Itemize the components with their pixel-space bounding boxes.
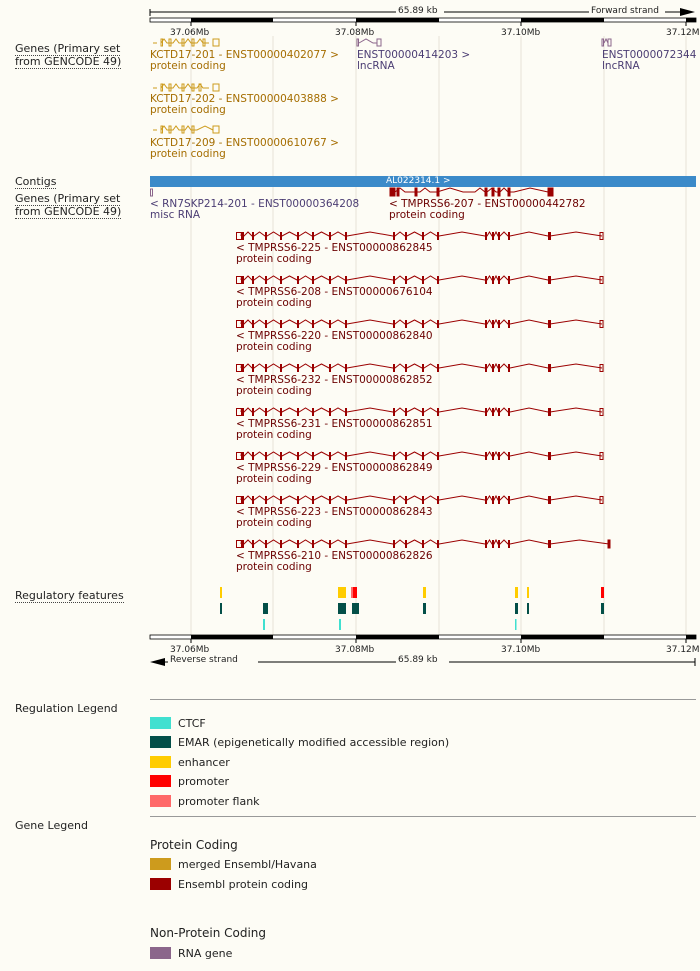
gene-label-kctd17-202[interactable]: KCTD17-202 - ENST00000403888 > protein co… xyxy=(150,94,339,116)
gene-label-tmprss6-232[interactable]: < TMPRSS6-232 - ENST00000862852 protein c… xyxy=(236,375,433,397)
gene-label-lncrna-414203[interactable]: ENST00000414203 > lncRNA xyxy=(357,50,470,72)
gene-label-tmprss6-229[interactable]: < TMPRSS6-229 - ENST00000862849 protein c… xyxy=(236,463,433,485)
gene-label-lncrna-72344[interactable]: ENST0000072344 lncRNA xyxy=(602,50,696,72)
reverse-arrow-icon xyxy=(150,658,165,666)
legend-label-merged: merged Ensembl/Havana xyxy=(178,858,317,871)
tick-label: 37.12Mb xyxy=(666,645,700,655)
legend-label-promoter: promoter xyxy=(178,775,229,788)
non-protein-coding-title: Non-Protein Coding xyxy=(150,926,266,940)
legend-swatch-merged xyxy=(150,858,171,870)
legend-swatch-rna-gene xyxy=(150,947,171,959)
legend-label-enhancer: enhancer xyxy=(178,756,230,769)
legend-label-promoter-flank: promoter flank xyxy=(178,795,260,808)
tick-label: 37.10Mb xyxy=(501,645,540,655)
legend-label-rna-gene: RNA gene xyxy=(178,947,232,960)
top-span-label: 65.89 kb xyxy=(398,6,438,16)
forward-arrow-icon xyxy=(680,8,695,16)
gene-label-rn7skp214-201[interactable]: < RN7SKP214-201 - ENST00000364208 misc RN… xyxy=(150,199,359,221)
regulation-legend-title: Regulation Legend xyxy=(15,702,118,715)
legend-label-emar: EMAR (epigenetically modified accessible… xyxy=(178,736,449,749)
legend-label-ctcf: CTCF xyxy=(178,717,206,730)
gene-label-tmprss6-208[interactable]: < TMPRSS6-208 - ENST00000676104 protein c… xyxy=(236,287,433,309)
legend-swatch-ctcf xyxy=(150,717,171,729)
gene-label-tmprss6-210[interactable]: < TMPRSS6-210 - ENST00000862826 protein c… xyxy=(236,551,433,573)
gene-label-tmprss6-223[interactable]: < TMPRSS6-223 - ENST00000862843 protein c… xyxy=(236,507,433,529)
legend-swatch-emar xyxy=(150,736,171,748)
legend-divider xyxy=(150,816,696,817)
gene-label-tmprss6-220[interactable]: < TMPRSS6-220 - ENST00000862840 protein c… xyxy=(236,331,433,353)
reverse-strand-label: Reverse strand xyxy=(170,655,238,665)
protein-coding-title: Protein Coding xyxy=(150,838,238,852)
gene-label-tmprss6-207[interactable]: < TMPRSS6-207 - ENST00000442782 protein c… xyxy=(389,199,586,221)
legend-swatch-enhancer xyxy=(150,756,171,768)
legend-swatch-ensembl-protein xyxy=(150,878,171,890)
legend-swatch-promoter xyxy=(150,775,171,787)
forward-strand-label: Forward strand xyxy=(591,6,659,16)
gene-label-kctd17-209[interactable]: KCTD17-209 - ENST00000610767 > protein co… xyxy=(150,138,339,160)
legend-swatch-promoter-flank xyxy=(150,795,171,807)
gene-legend-title: Gene Legend xyxy=(15,819,88,832)
gene-label-tmprss6-225[interactable]: < TMPRSS6-225 - ENST00000862845 protein c… xyxy=(236,243,433,265)
legend-divider xyxy=(150,699,696,700)
legend-label-ensembl-protein: Ensembl protein coding xyxy=(178,878,308,891)
gene-label-kctd17-201[interactable]: KCTD17-201 - ENST00000402077 > protein co… xyxy=(150,50,339,72)
tick-label: 37.06Mb xyxy=(170,645,209,655)
regulatory-features[interactable] xyxy=(0,584,700,634)
tick-label: 37.08Mb xyxy=(335,645,374,655)
forward-gene-glyphs[interactable] xyxy=(0,36,700,146)
bottom-span-label: 65.89 kb xyxy=(398,655,438,665)
gene-label-tmprss6-231[interactable]: < TMPRSS6-231 - ENST00000862851 protein c… xyxy=(236,419,433,441)
